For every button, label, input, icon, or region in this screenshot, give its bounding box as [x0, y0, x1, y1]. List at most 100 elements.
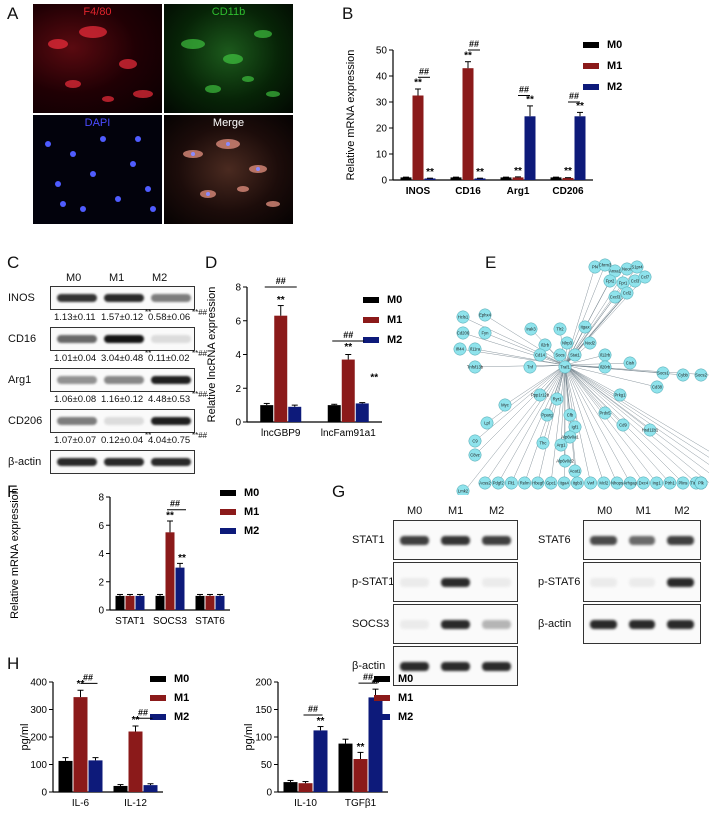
network-node-label: Arhgap [623, 481, 637, 486]
significance-mark: ** [132, 715, 140, 726]
network-edge [474, 348, 566, 366]
bar-M0-lncFam91a1 [327, 405, 341, 422]
network-node-label: Fpr1 [619, 281, 628, 286]
network-edge [474, 364, 566, 368]
legend-swatch-M1 [363, 317, 379, 323]
network-node-label: Itgb3 [573, 481, 583, 486]
y-tick-label: 0 [381, 176, 387, 187]
wb-c-band [151, 376, 191, 384]
wb-g-header: M0 [597, 505, 613, 517]
network-node [456, 310, 470, 324]
network-node-label: Hbegf [532, 481, 544, 486]
bar-M1-IL-10 [298, 783, 313, 792]
wb-c-band [151, 294, 191, 302]
wb-g-label: SOCS3 [352, 618, 390, 630]
significance-mark: ** [414, 78, 422, 89]
wb-c-band [104, 417, 144, 425]
bar-M2-STAT6 [215, 595, 225, 610]
significance-mark: ** [564, 166, 572, 177]
wb-g-header: M0 [407, 505, 423, 517]
y-tick-label: 8 [235, 283, 241, 294]
network-node-label: Alp6v0a1 [561, 435, 579, 440]
network-node-label: Pdgf2 [493, 481, 505, 486]
legend-label-M2: M2 [174, 711, 189, 723]
wb-g-band [400, 662, 429, 671]
panel-label-G: G [332, 482, 346, 501]
wb-g-band [400, 620, 429, 629]
significance-mark: ** [77, 679, 85, 690]
bar-M2-CD16 [474, 178, 486, 180]
wb-g-band [482, 662, 511, 671]
y-axis-label: Relative mRNA expression [9, 488, 21, 619]
network-node-label: Socs [555, 353, 564, 358]
network-node [694, 368, 708, 382]
wb-g-band [590, 578, 617, 587]
x-tick-label: lncFam91a1 [321, 428, 376, 439]
bar-M1-SOCS3 [165, 532, 175, 610]
x-tick-label: IL-6 [72, 798, 90, 809]
y-tick-label: 10 [376, 150, 388, 161]
x-tick-label: IL-10 [294, 798, 317, 809]
wb-c-quant: 4.04±0.75 [148, 435, 191, 446]
network-node [456, 326, 470, 340]
network-node-label: Ccl3 [631, 279, 640, 284]
wb-c-blot [50, 409, 195, 433]
network-node [478, 326, 492, 340]
network-node-label: Socs1 [657, 371, 669, 376]
significance-mark: ## [363, 672, 373, 682]
network-node [504, 476, 518, 490]
y-axis-label: pg/ml [244, 724, 255, 751]
wb-c-band [57, 417, 97, 425]
x-tick-label: TGFβ1 [345, 798, 377, 809]
wb-c-significance: ** [145, 308, 152, 317]
significance-mark: ** [277, 295, 285, 306]
network-node-label: Flt1 [508, 481, 516, 486]
x-tick-label: lncGBP9 [261, 428, 301, 439]
network-node-label: Mcl2 [599, 481, 609, 486]
network-node-label: Ing1 [653, 481, 662, 486]
network-node [468, 434, 482, 448]
significance-mark: ** [370, 373, 378, 384]
wb-g-label: β-actin [538, 618, 572, 630]
bar-M2-IL-6 [88, 760, 103, 792]
significance-mark: ** [344, 342, 352, 353]
bar-M2-INOS [424, 178, 436, 180]
x-tick-label: IL-12 [124, 798, 147, 809]
network-edge [474, 364, 566, 456]
network-node [613, 388, 627, 402]
wb-c-band [104, 335, 144, 343]
network-node-label: Dxc4 [639, 481, 649, 486]
network-node [694, 476, 708, 490]
wb-c-significance: **## [192, 349, 208, 358]
network-node-label: Ccl2 [623, 291, 632, 296]
y-tick-label: 50 [261, 760, 273, 771]
network-node-label: Cd9 [619, 423, 627, 428]
network-node [553, 348, 567, 362]
network-node [478, 476, 492, 490]
micrograph-title-f480: F4/80 [83, 6, 112, 18]
bar-M0-STAT6 [195, 595, 205, 610]
legend-label-M2: M2 [607, 81, 622, 93]
wb-g-band [628, 578, 656, 587]
network-node-label: Igf1 [572, 425, 580, 430]
bar-M1-Arg1 [512, 177, 524, 180]
network-edge [564, 364, 657, 484]
legend-swatch-M0 [220, 490, 236, 496]
network-node [608, 290, 622, 304]
panel-label-A: A [7, 4, 19, 23]
network-node [597, 476, 611, 490]
legend-label-M0: M0 [174, 673, 189, 685]
y-tick-label: 0 [235, 418, 241, 429]
legend-swatch-M0 [583, 42, 599, 48]
wb-g-header: M2 [489, 505, 505, 517]
wb-g-label: β-actin [352, 660, 386, 672]
network-edge [511, 364, 566, 484]
network-edge [560, 364, 566, 446]
y-tick-label: 200 [255, 678, 272, 689]
network-node-label: Pparg [541, 413, 553, 418]
network-node [598, 360, 612, 374]
bar-M2-IL-10 [313, 730, 328, 792]
wb-c-label: CD16 [8, 333, 37, 345]
legend-swatch-M1 [374, 695, 390, 701]
bar-M1-lncFam91a1 [341, 359, 355, 422]
